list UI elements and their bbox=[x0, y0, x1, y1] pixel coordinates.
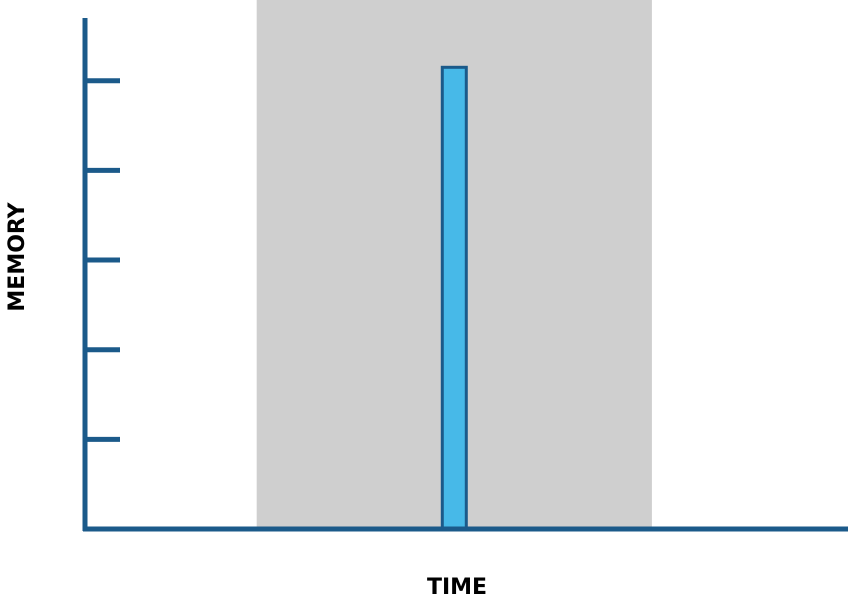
x-axis-label: TIME bbox=[427, 575, 487, 600]
y-axis-label: MEMORY bbox=[5, 201, 30, 311]
memory-spike-bar bbox=[440, 65, 468, 531]
